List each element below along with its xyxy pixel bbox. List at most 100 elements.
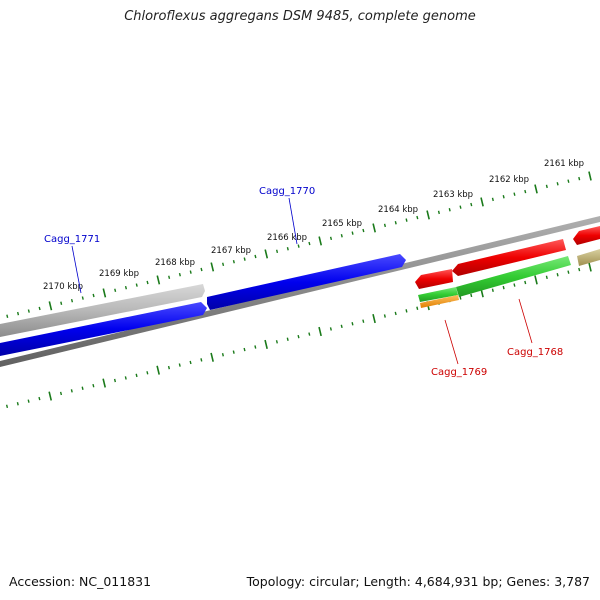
scale-upper-minor-tick <box>16 311 20 316</box>
footer-accession: Accession: NC_011831 <box>9 574 152 589</box>
scale-upper-minor-tick <box>416 215 419 220</box>
scale-upper-minor-tick <box>243 257 246 261</box>
gene-label-cagg-1770[interactable]: Cagg_1770 <box>259 186 315 245</box>
scale-upper-minor-tick <box>124 285 128 290</box>
scale-lower-minor-tick <box>16 402 19 406</box>
scale-label-2168: 2168 kbp <box>155 258 195 268</box>
olive-feature <box>577 249 600 266</box>
scale-labels: 2161 kbp 2162 kbp 2163 kbp 2164 kbp 2165… <box>43 159 584 292</box>
gene-label-text-cagg-1770: Cagg_1770 <box>259 186 315 197</box>
scale-upper-minor-tick <box>81 296 84 300</box>
scale-lower-minor-tick <box>567 270 570 274</box>
scale-upper-minor-tick <box>308 241 311 246</box>
scale-lower-minor-tick <box>545 275 548 280</box>
scale-label-2165: 2165 kbp <box>322 219 362 229</box>
scale-label-2161: 2161 kbp <box>544 159 584 169</box>
scale-upper-minor-tick <box>405 218 408 222</box>
scale-lower-minor-tick <box>394 311 397 316</box>
scale-upper-minor-tick <box>168 275 171 280</box>
scale-lower-minor-tick <box>491 288 494 292</box>
scale-lower-minor-tick <box>124 376 127 380</box>
scale-upper-minor-tick <box>38 306 41 311</box>
scale-lower-minor-tick <box>297 334 300 339</box>
scale-upper-minor-tick <box>394 221 397 225</box>
scale-lower-minor-tick <box>405 309 408 313</box>
scale-lower-minor-tick <box>329 327 332 331</box>
scale-upper-minor-tick <box>448 208 451 212</box>
scale-upper-minor-tick <box>135 283 138 287</box>
gene-label-cagg-1771[interactable]: Cagg_1771 <box>44 234 100 294</box>
scale-lower-minor-tick <box>524 280 527 285</box>
scale-lower-minor-tick <box>178 363 181 367</box>
scale-label-2169: 2169 kbp <box>99 269 139 279</box>
scale-lower-major-tick <box>48 391 53 401</box>
scale-upper-major-tick <box>210 262 215 272</box>
scale-upper-major-tick <box>48 301 53 311</box>
scale-label-2167: 2167 kbp <box>211 246 251 256</box>
scale-upper-major-tick <box>534 184 538 194</box>
scale-upper-minor-tick <box>470 202 473 207</box>
cds-arrow-cagg-1770 <box>207 254 406 310</box>
scale-upper-minor-tick <box>459 205 462 209</box>
scale-tick-track-lower <box>5 262 592 409</box>
scale-lower-minor-tick <box>513 283 516 287</box>
scale-upper-minor-tick <box>200 267 203 272</box>
scale-lower-minor-tick <box>200 358 203 362</box>
scale-upper-minor-tick <box>146 280 149 285</box>
scale-lower-major-tick <box>318 326 322 337</box>
gene-label-cagg-1769[interactable]: Cagg_1769 <box>431 319 487 378</box>
scale-lower-major-tick <box>372 314 376 324</box>
scale-lower-major-tick <box>264 339 268 349</box>
scale-lower-major-tick <box>102 378 107 388</box>
scale-lower-major-tick <box>210 352 214 362</box>
scale-upper-minor-tick <box>491 197 494 202</box>
scale-lower-minor-tick <box>275 340 278 344</box>
scale-lower-minor-tick <box>351 322 354 326</box>
cds-arrow-red-right <box>573 226 600 245</box>
scale-upper-minor-tick <box>60 301 63 305</box>
scale-upper-minor-tick <box>567 179 570 183</box>
footer-topology-info: Topology: circular; Length: 4,684,931 bp… <box>246 574 590 589</box>
scale-lower-minor-tick <box>146 371 149 375</box>
gene-label-cagg-1768[interactable]: Cagg_1768 <box>507 298 563 358</box>
scale-lower-major-tick <box>588 262 592 272</box>
green-feature-small <box>418 287 458 302</box>
scale-upper-minor-tick <box>92 293 95 298</box>
scale-lower-minor-tick <box>578 267 581 272</box>
scale-lower-minor-tick <box>113 378 117 383</box>
scale-lower-minor-tick <box>5 404 9 409</box>
scale-label-2170: 2170 kbp <box>43 282 83 292</box>
scale-lower-minor-tick <box>308 332 311 336</box>
scale-upper-minor-tick <box>178 272 181 277</box>
scale-lower-major-tick <box>156 365 160 375</box>
scale-upper-minor-tick <box>275 249 279 254</box>
map-title: Chloroflexus aggregans DSM 9485, complet… <box>124 9 476 24</box>
scale-lower-minor-tick <box>70 389 73 393</box>
gray-feature-arrow <box>0 284 205 337</box>
scale-upper-minor-tick <box>70 298 74 303</box>
cds-arrow-red-long <box>452 239 566 276</box>
scale-upper-major-tick <box>588 171 592 181</box>
scale-upper-minor-tick <box>578 176 581 181</box>
gene-label-text-cagg-1769: Cagg_1769 <box>431 367 487 378</box>
scale-upper-major-tick <box>426 210 430 220</box>
scale-upper-minor-tick <box>254 254 257 259</box>
scale-upper-minor-tick <box>27 309 30 313</box>
scale-upper-major-tick <box>480 197 484 207</box>
scale-upper-minor-tick <box>6 314 9 318</box>
scale-upper-minor-tick <box>502 195 505 199</box>
scale-upper-minor-tick <box>524 189 527 194</box>
scale-lower-minor-tick <box>459 296 462 300</box>
scale-lower-minor-tick <box>59 391 63 396</box>
cds-arrow-cagg-1771 <box>0 302 207 356</box>
scale-label-2166: 2166 kbp <box>267 233 307 243</box>
scale-label-2164: 2164 kbp <box>378 205 418 215</box>
scale-lower-minor-tick <box>135 373 138 378</box>
scale-upper-major-tick <box>318 236 323 246</box>
scale-upper-major-tick <box>102 288 107 298</box>
scale-lower-minor-tick <box>286 337 289 341</box>
scale-upper-minor-tick <box>362 228 365 233</box>
scale-upper-minor-tick <box>437 210 440 215</box>
scale-upper-minor-tick <box>222 262 225 267</box>
